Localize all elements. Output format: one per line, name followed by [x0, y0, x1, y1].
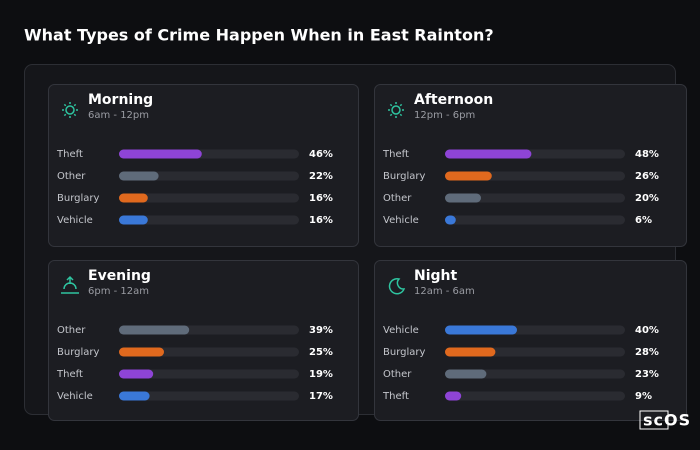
bar	[119, 171, 159, 181]
category-label: Burglary	[57, 193, 99, 204]
bar-track	[119, 193, 299, 203]
value-label: 19%	[309, 369, 333, 380]
bar-track	[445, 215, 625, 225]
category-label: Other	[383, 369, 412, 380]
icon	[399, 113, 403, 117]
bar-track	[445, 193, 625, 203]
panel-title: Night	[414, 268, 458, 284]
bar	[119, 325, 190, 335]
panel-box	[48, 260, 359, 421]
icon	[63, 103, 67, 107]
category-label: Other	[57, 171, 86, 182]
value-label: 40%	[635, 325, 659, 336]
bar	[445, 193, 481, 203]
category-label: Other	[383, 193, 412, 204]
category-label: Theft	[382, 149, 409, 160]
icon	[388, 277, 406, 295]
bar-track	[119, 215, 299, 225]
value-label: 39%	[309, 325, 333, 336]
value-label: 46%	[309, 149, 333, 160]
watermark-box: scOS	[639, 410, 691, 430]
value-label: 28%	[635, 347, 659, 358]
value-label: 9%	[635, 391, 652, 402]
panel-subtitle: 6am - 12pm	[88, 110, 149, 121]
bar-track	[445, 391, 625, 401]
icon	[61, 275, 79, 294]
bar	[445, 347, 496, 357]
bar	[445, 215, 456, 225]
value-label: 23%	[635, 369, 659, 380]
category-label: Theft	[56, 149, 83, 160]
category-label: Burglary	[383, 347, 425, 358]
watermark: scOS	[643, 411, 691, 430]
panel-subtitle: 12am - 6am	[414, 286, 475, 297]
bar	[119, 193, 148, 203]
bar	[119, 215, 148, 225]
icon	[65, 105, 75, 115]
bar	[119, 369, 154, 379]
icon	[389, 103, 393, 107]
value-label: 16%	[309, 193, 333, 204]
value-label: 48%	[635, 149, 659, 160]
bar	[119, 347, 164, 357]
category-label: Vehicle	[57, 391, 93, 402]
bar	[445, 369, 487, 379]
bar-track	[119, 347, 299, 357]
panel-title: Morning	[88, 92, 153, 108]
panel: Evening 6pm - 12am Other 39% Burglary 25% Thef…	[48, 260, 359, 421]
icon	[391, 105, 401, 115]
value-label: 25%	[309, 347, 333, 358]
category-label: Burglary	[383, 171, 425, 182]
value-label: 22%	[309, 171, 333, 182]
logo-box	[639, 410, 669, 430]
panel: Night 12am - 6am Vehicle 40% Burglary 28% Othe…	[374, 260, 687, 421]
value-label: 20%	[635, 193, 659, 204]
icon	[399, 103, 403, 107]
category-label: Other	[57, 325, 86, 336]
bar	[445, 325, 517, 335]
value-label: 6%	[635, 215, 652, 226]
bar	[445, 149, 532, 159]
value-label: 26%	[635, 171, 659, 182]
category-label: Vehicle	[57, 215, 93, 226]
bar-track	[119, 391, 299, 401]
panel-box	[48, 84, 359, 247]
panel-title: Afternoon	[414, 92, 493, 108]
bar-track	[119, 369, 299, 379]
bar	[119, 149, 202, 159]
bar	[445, 171, 492, 181]
panel-subtitle: 12pm - 6pm	[414, 110, 475, 121]
icon	[73, 113, 77, 117]
page-title: What Types of Crime Happen When in East …	[24, 26, 494, 45]
icon	[389, 113, 393, 117]
bar-track	[119, 171, 299, 181]
panel-subtitle: 6pm - 12am	[88, 286, 149, 297]
panel-title: Evening	[88, 268, 151, 284]
panel-box	[374, 260, 687, 421]
icon	[63, 113, 67, 117]
bar	[445, 391, 462, 401]
category-label: Burglary	[57, 347, 99, 358]
category-label: Vehicle	[383, 325, 419, 336]
bar-track	[445, 369, 625, 379]
category-label: Theft	[56, 369, 83, 380]
category-label: Vehicle	[383, 215, 419, 226]
icon	[73, 103, 77, 107]
value-label: 16%	[309, 215, 333, 226]
panel: Morning 6am - 12pm Theft 46% Other 22% Burglar…	[48, 84, 359, 247]
panel: Afternoon 12pm - 6pm Theft 48% Burglary 26% Ot…	[374, 84, 687, 247]
panel-box	[374, 84, 687, 247]
category-label: Theft	[382, 391, 409, 402]
value-label: 17%	[309, 391, 333, 402]
bar	[119, 391, 150, 401]
